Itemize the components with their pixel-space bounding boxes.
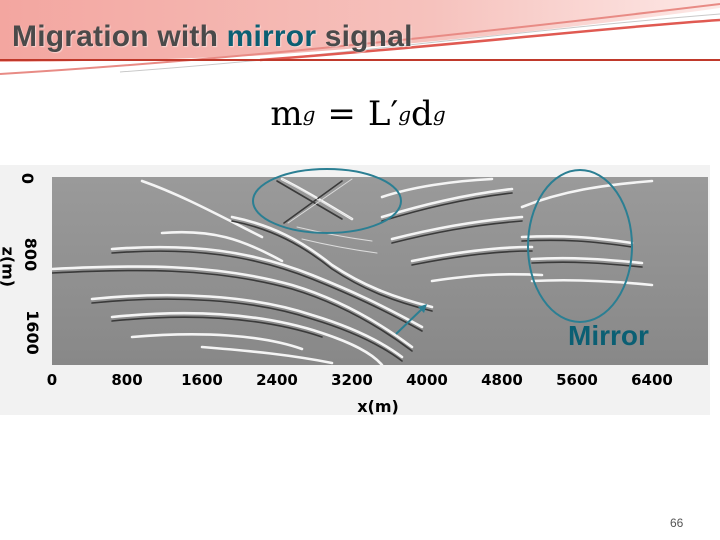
- x-tick-label: 6400: [631, 371, 673, 389]
- highlight-ellipse-mirror: [527, 169, 633, 323]
- eq-rhs-vector-sub: g: [432, 102, 446, 126]
- highlight-ellipse-crossing: [252, 168, 402, 234]
- x-tick-label: 1600: [181, 371, 223, 389]
- x-tick-label: 4800: [481, 371, 523, 389]
- title-accent-word: mirror: [226, 20, 317, 53]
- arrow-icon: [395, 304, 427, 335]
- x-tick-label: 3200: [331, 371, 373, 389]
- title-suffix: signal: [316, 20, 413, 53]
- x-axis-title: x(m): [357, 397, 399, 416]
- x-tick-label: 0: [46, 371, 58, 389]
- x-tick-label: 5600: [556, 371, 598, 389]
- eq-rhs-operator: L′: [367, 94, 399, 134]
- eq-rhs-operator-sub: g: [398, 102, 412, 126]
- mirror-annotation-label: Mirror: [568, 320, 649, 351]
- eq-rhs-vector: d: [411, 94, 433, 134]
- x-tick-label: 4000: [406, 371, 448, 389]
- header-rule: [0, 59, 720, 61]
- eq-lhs: m: [270, 94, 303, 134]
- slide-title: Migration with mirror signal: [12, 20, 413, 54]
- title-prefix: Migration with: [12, 20, 227, 53]
- header-band: [0, 0, 720, 75]
- migration-image-figure: 0 800 1600 z(m) 0 800 1600 2400 3200 400…: [0, 165, 720, 416]
- eq-operator: =: [327, 94, 356, 134]
- x-tick-label: 2400: [256, 371, 298, 389]
- page-number: 66: [670, 516, 684, 530]
- eq-lhs-sub: g: [302, 102, 316, 126]
- seismic-migration-image: [52, 177, 708, 365]
- x-tick-label: 800: [111, 371, 143, 389]
